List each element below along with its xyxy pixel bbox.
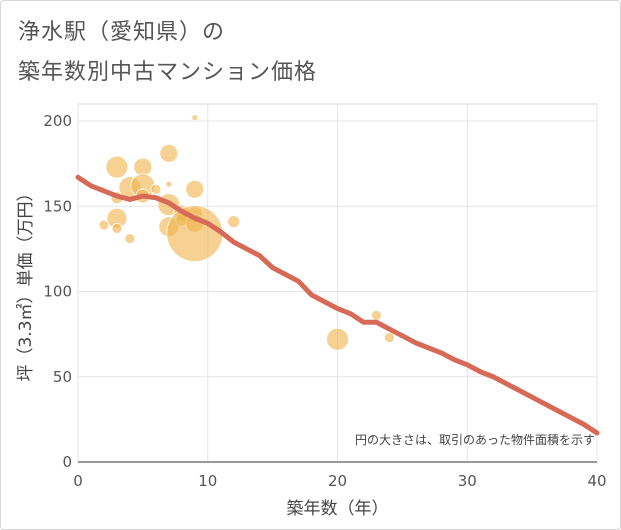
y-tick-label: 0 xyxy=(62,453,72,471)
y-tick-label: 200 xyxy=(43,112,72,130)
y-tick-label: 150 xyxy=(43,197,72,215)
bubble-point xyxy=(98,219,110,231)
x-tick-label: 10 xyxy=(198,472,217,490)
bubble-point xyxy=(166,205,224,262)
bubble-point xyxy=(185,179,205,199)
trend-polyline xyxy=(75,174,600,436)
x-tick-label: 30 xyxy=(458,472,477,490)
axis-ticks: 0 10 20 30 40 0 50 100 150 200 xyxy=(43,112,606,490)
bubble-point xyxy=(191,114,199,122)
chart-title-line1: 浄水駅（愛知県）の xyxy=(18,20,226,45)
trend-line xyxy=(75,174,600,436)
bubble-size-note: 円の大きさは、取引のあった物件面積を示す xyxy=(355,432,595,447)
bubble-point xyxy=(133,157,153,177)
bubble-point xyxy=(105,155,129,179)
bubble-point xyxy=(165,180,173,188)
bubble-series xyxy=(98,114,395,351)
bubble-point xyxy=(383,332,395,343)
bubble-point xyxy=(371,309,382,321)
y-tick-label: 100 xyxy=(43,283,72,301)
bubble-point xyxy=(150,183,162,195)
x-axis-label: 築年数（年） xyxy=(287,499,389,519)
x-tick-label: 20 xyxy=(328,472,347,490)
bubble-point xyxy=(159,144,179,163)
x-tick-label: 40 xyxy=(587,472,606,490)
bubble-point xyxy=(326,327,349,351)
grid-lines xyxy=(77,104,598,463)
x-tick-label: 0 xyxy=(73,472,83,490)
y-tick-label: 50 xyxy=(53,368,72,386)
bubble-point xyxy=(124,233,136,245)
y-axis-label: 坪（3.3㎡）単価（万円） xyxy=(16,184,36,381)
bubble-point xyxy=(227,215,241,229)
chart-title-line2: 築年数別中古マンション価格 xyxy=(18,60,318,85)
bubble-point xyxy=(111,223,123,234)
